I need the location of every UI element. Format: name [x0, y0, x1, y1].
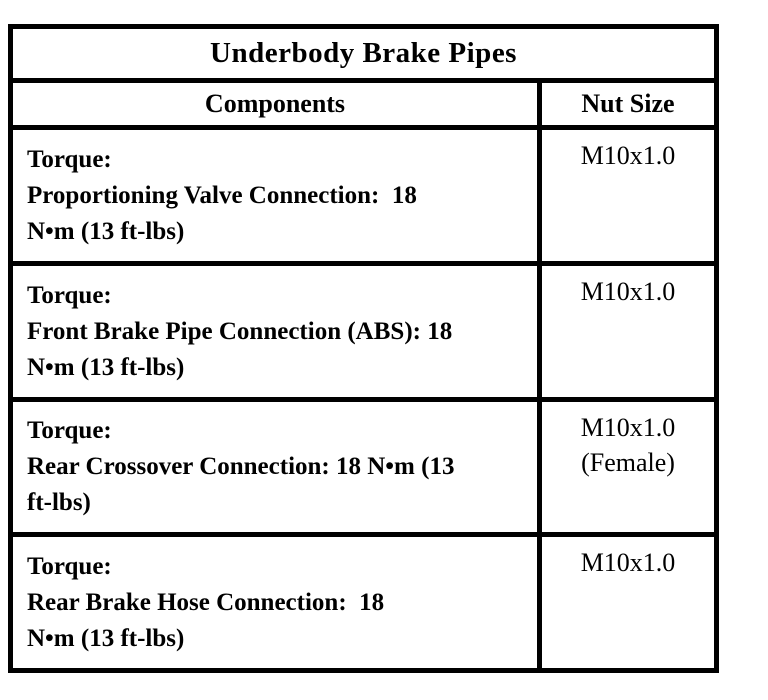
nut-size-cell-rear-brake-hose: M10x1.0 [542, 537, 714, 668]
nut-size-cell-rear-crossover: M10x1.0 (Female) [542, 402, 714, 532]
underbody-brake-pipes-table: Underbody Brake Pipes Components Nut Siz… [8, 24, 719, 673]
component-cell-proportioning-valve: Torque: Proportioning Valve Connection: … [13, 130, 537, 261]
component-cell-front-brake-pipe: Torque: Front Brake Pipe Connection (ABS… [13, 266, 537, 397]
table-title: Underbody Brake Pipes [13, 29, 714, 78]
column-header-components: Components [13, 83, 537, 125]
column-header-nut-size: Nut Size [542, 83, 714, 125]
nut-size-cell-front-brake-pipe: M10x1.0 [542, 266, 714, 397]
nut-size-cell-proportioning-valve: M10x1.0 [542, 130, 714, 261]
component-cell-rear-crossover: Torque: Rear Crossover Connection: 18 N•… [13, 402, 537, 532]
component-cell-rear-brake-hose: Torque: Rear Brake Hose Connection: 18 N… [13, 537, 537, 668]
